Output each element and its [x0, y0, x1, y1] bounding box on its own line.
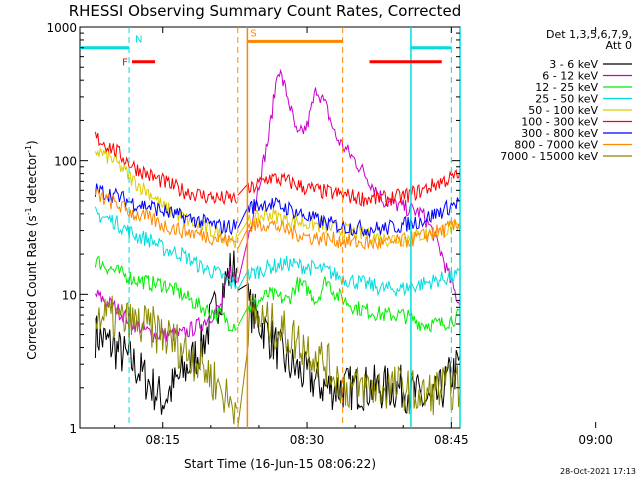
series-line-1-a: [94, 250, 237, 415]
series-line-4-a: [94, 206, 237, 291]
y-tick-label: 1000: [46, 21, 77, 35]
legend-header: Det 1,3,5,6,7,9,: [546, 28, 632, 41]
legend-entry-label: 3 - 6 keV: [549, 58, 598, 71]
chart-title: RHESSI Observing Summary Count Rates, Co…: [69, 2, 462, 20]
y-axis-label-mid: detector: [25, 153, 39, 208]
x-tick-label: 08:15: [145, 433, 180, 447]
series-line-7-a: [94, 183, 237, 236]
legend-entry-label: 800 - 7000 keV: [514, 139, 598, 152]
x-tick-label: 09:00: [578, 433, 613, 447]
series-line-3-a: [94, 256, 237, 332]
series-line-6-a: [94, 131, 237, 206]
series-line-3-b: [237, 276, 460, 333]
series-line-8-a: [94, 189, 237, 248]
x-tick-label: 08:45: [434, 433, 469, 447]
y-axis-label: Corrected Count Rate (s-1 detector-1): [24, 140, 39, 359]
legend-entry-label: 50 - 100 keV: [528, 104, 598, 117]
series-line-5-a: [94, 147, 237, 249]
legend-entry-label: 25 - 50 keV: [535, 93, 598, 106]
x-tick-label: 08:30: [290, 433, 325, 447]
y-tick-label: 1: [69, 422, 77, 436]
legend-entry-label: 12 - 25 keV: [535, 81, 598, 94]
timestamp: 28-Oct-2021 17:13: [560, 467, 636, 476]
series-line-7-b: [237, 197, 460, 238]
y-axis-label-sup2: -1: [24, 145, 33, 153]
series-line-8-b: [237, 217, 461, 251]
series-line-4-b: [237, 255, 461, 297]
series-line-9-a: [94, 295, 237, 425]
legend-entry-label: 100 - 300 keV: [521, 116, 598, 129]
plot-border: [79, 26, 461, 429]
flag-label: S: [250, 28, 256, 39]
flag-label: F: [122, 58, 128, 69]
legend-header: Att 0: [606, 39, 632, 52]
series-line-9-b: [237, 294, 461, 428]
y-tick-label: 10: [62, 288, 77, 302]
series-layer: [94, 68, 461, 428]
legend-entry-label: 6 - 12 keV: [542, 70, 598, 83]
legend-entry-label: 300 - 800 keV: [521, 127, 598, 140]
y-axis-label-end: ): [25, 140, 39, 145]
plot-frame: [79, 26, 461, 429]
flag-label: N: [135, 35, 142, 46]
y-axis-label-main: Corrected Count Rate (s: [25, 215, 39, 359]
flags-layer: F N S: [80, 27, 461, 428]
series-line-2-a: [94, 265, 237, 344]
series-line-2-b: [237, 68, 461, 306]
y-axis-ticks: 1 10 100 1000: [46, 21, 460, 436]
y-axis-label-sup1: -1: [24, 207, 33, 215]
legend-entry-label: 7000 - 15000 keV: [500, 150, 598, 163]
series-line-6-b: [237, 168, 461, 207]
y-tick-label: 100: [54, 155, 77, 169]
x-axis-label: Start Time (16-Jun-15 08:06:22): [184, 457, 376, 471]
